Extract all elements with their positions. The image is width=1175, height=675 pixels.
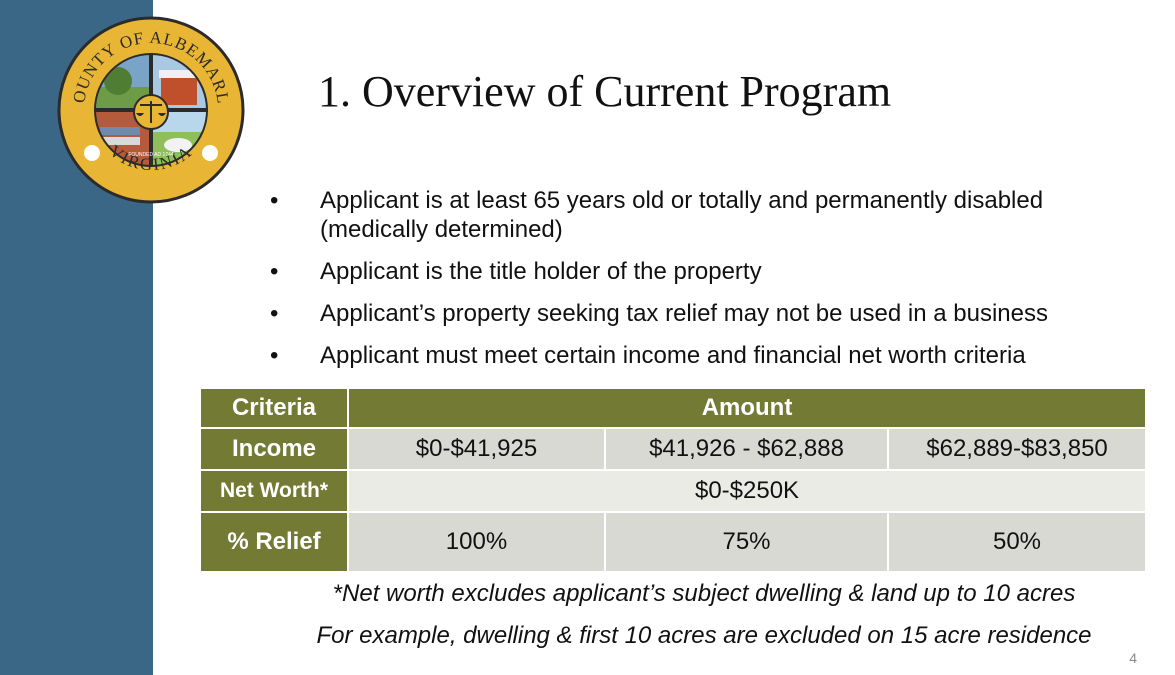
bullet-text: Applicant is at least 65 years old or to… bbox=[320, 187, 1044, 243]
net-worth-label: Net Worth* bbox=[199, 469, 349, 513]
table-row-relief: % Relief 100% 75% 50% bbox=[199, 511, 1148, 573]
bullet-marker: • bbox=[270, 300, 279, 327]
bullet-marker: • bbox=[270, 342, 279, 369]
relief-value-3: 50% bbox=[886, 511, 1148, 573]
bullet-item: • Applicant is at least 65 years old or t… bbox=[270, 186, 1150, 244]
income-label: Income bbox=[199, 427, 349, 471]
criteria-table: Criteria Amount Income $0-$41,925 $41,92… bbox=[199, 387, 1148, 573]
header-criteria: Criteria bbox=[199, 387, 349, 429]
income-value-2: $41,926 - $62,888 bbox=[604, 427, 889, 471]
income-value-1: $0-$41,925 bbox=[347, 427, 606, 471]
bullet-text: Applicant must meet certain income and f… bbox=[320, 342, 1026, 369]
table-header-row: Criteria Amount bbox=[199, 387, 1148, 429]
slide-title: 1. Overview of Current Program bbox=[318, 67, 892, 116]
county-seal: COUNTY OF ALBEMARLE VIRGINIA FOUNDED AD … bbox=[56, 15, 245, 204]
income-value-3: $62,889-$83,850 bbox=[886, 427, 1148, 471]
net-worth-footnote: *Net worth excludes applicant’s subject … bbox=[332, 580, 1076, 607]
table-row-income: Income $0-$41,925 $41,926 - $62,888 $62,… bbox=[199, 427, 1148, 471]
page-number: 4 bbox=[1129, 650, 1137, 666]
header-amount: Amount bbox=[346, 387, 1148, 429]
relief-label: % Relief bbox=[199, 511, 349, 573]
bullet-item: • Applicant’s property seeking tax relief… bbox=[270, 299, 1150, 328]
relief-value-2: 75% bbox=[604, 511, 889, 573]
criteria-bullet-list: • Applicant is at least 65 years old or t… bbox=[270, 186, 1150, 383]
bullet-marker: • bbox=[270, 187, 279, 214]
table-row-net-worth: Net Worth* $0-$250K bbox=[199, 469, 1148, 513]
net-worth-value: $0-$250K bbox=[346, 469, 1148, 513]
relief-value-1: 100% bbox=[347, 511, 606, 573]
bullet-text: Applicant is the title holder of the pro… bbox=[320, 258, 762, 285]
bullet-marker: • bbox=[270, 258, 279, 285]
seal-founded-text: FOUNDED AD 1744 bbox=[128, 152, 174, 158]
bullet-text: Applicant’s property seeking tax relief … bbox=[320, 300, 1048, 327]
bullet-item: • Applicant must meet certain income and … bbox=[270, 341, 1150, 370]
example-footnote: For example, dwelling & first 10 acres a… bbox=[316, 622, 1092, 649]
bullet-item: • Applicant is the title holder of the pr… bbox=[270, 257, 1150, 286]
